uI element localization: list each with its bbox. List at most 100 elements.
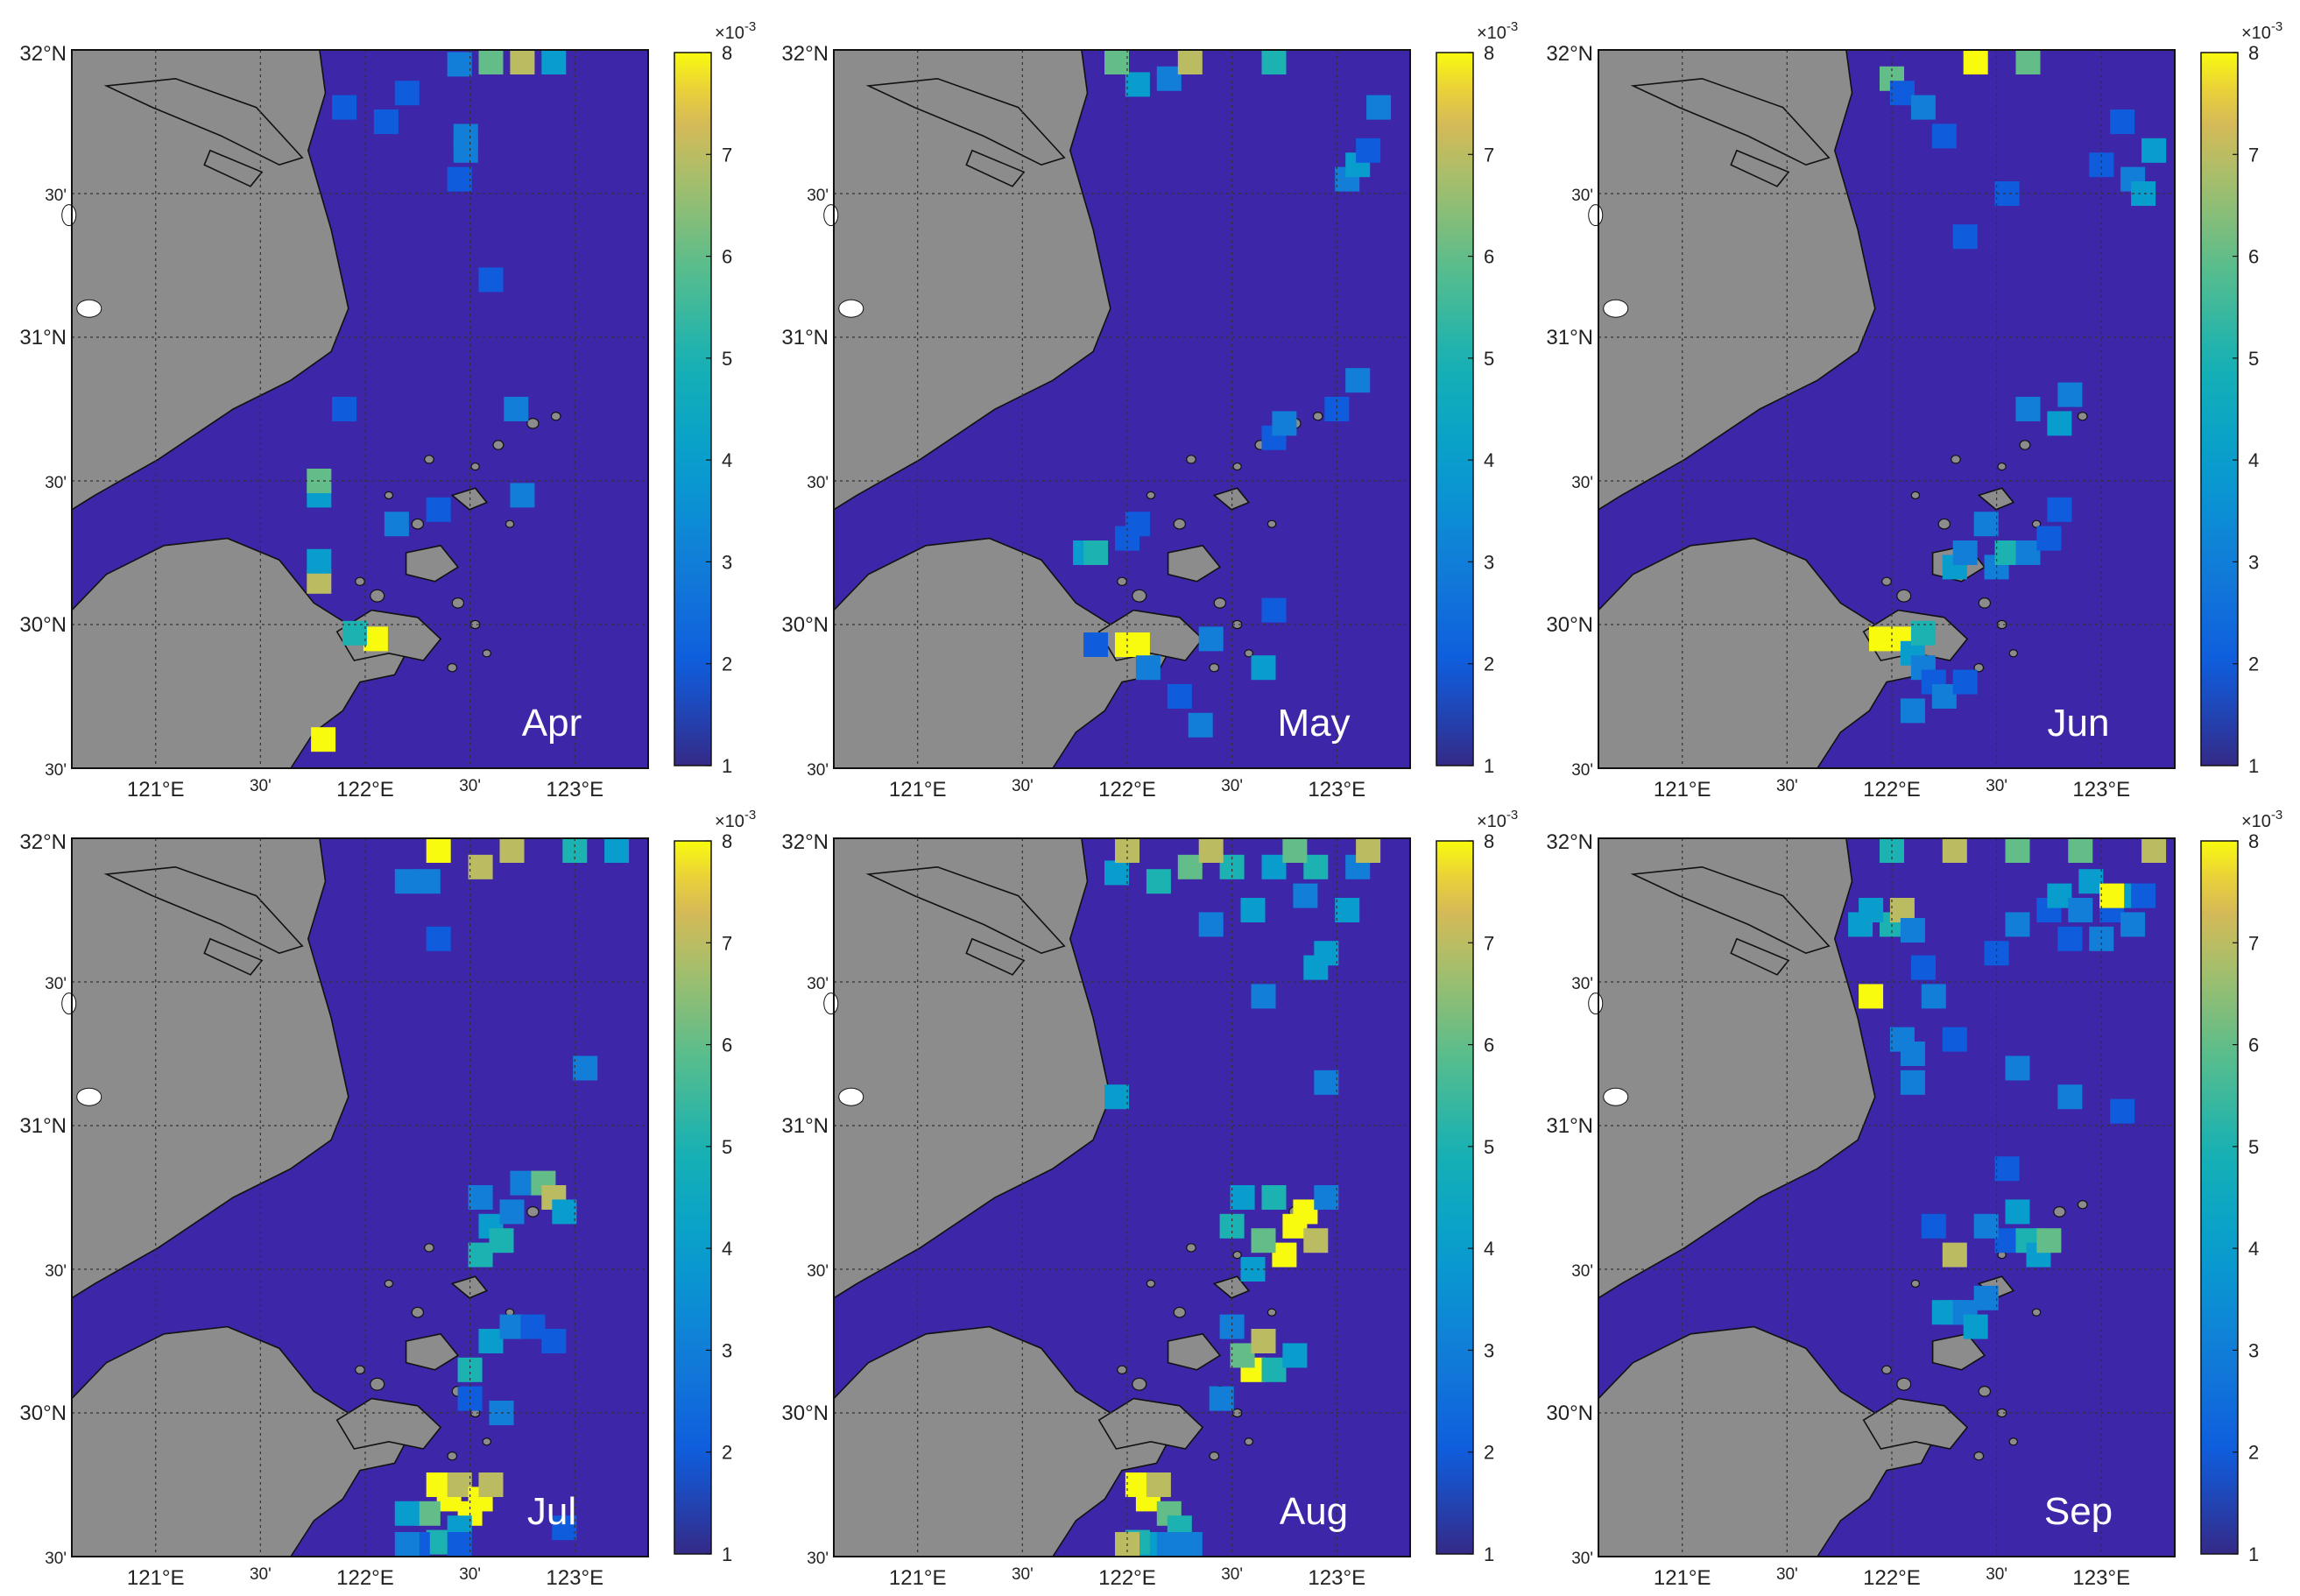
latitude-tick-label: 30'	[807, 474, 829, 492]
longitude-tick-label: 30'	[1221, 777, 1243, 795]
latitude-tick-label: 32°N	[19, 42, 67, 66]
colorbar-gradient	[1436, 52, 1474, 766]
hotspot-cell	[1156, 1532, 1182, 1557]
latitude-tick-label: 30'	[807, 1262, 829, 1281]
colorbar-tick-label: 3	[1484, 551, 1494, 573]
colorbar-tick-label: 7	[722, 144, 732, 166]
hotspot-cell	[394, 1532, 420, 1557]
small-island	[1266, 519, 1277, 528]
colorbar-tick-label: 5	[2248, 348, 2259, 370]
hotspot-cell	[1293, 883, 1318, 908]
small-island	[470, 462, 480, 471]
hotspot-cell	[363, 626, 388, 652]
colorbar-tick-label: 2	[722, 1442, 732, 1464]
hotspot-cell	[1230, 1185, 1255, 1210]
small-island	[1937, 518, 1951, 530]
hotspot-cell	[2005, 1199, 2030, 1225]
hotspot-cell	[510, 50, 535, 74]
map-panel-aug: 32°N30'31°N30'30°N30'121°E 30' 122°E 30' 123…	[781, 808, 1518, 1590]
longitude-tick-label: 122°E	[336, 1566, 394, 1590]
hotspot-cell	[1942, 838, 1967, 863]
latitude-tick-label: 30'	[807, 1550, 829, 1568]
colorbar-tick-label: 1	[1484, 755, 1494, 777]
longitude-tick-label: 30'	[1776, 1565, 1798, 1584]
longitude-tick-label: 30'	[250, 1565, 272, 1584]
hotspot-cell	[2131, 883, 2156, 908]
archipelago-island	[1097, 1397, 1204, 1450]
hotspot-cell	[1900, 698, 1925, 724]
hotspot-cell	[332, 95, 357, 120]
colorbar-tick-label: 2	[1484, 653, 1494, 675]
archipelago-island	[405, 1332, 460, 1371]
map-panel-may: 32°N30'31°N30'30°N30'121°E 30' 122°E 30' 123…	[781, 19, 1518, 802]
latitude-tick-label: 31°N	[19, 326, 67, 350]
colorbar-tick-label: 4	[1484, 1238, 1494, 1260]
small-island	[1910, 1279, 1921, 1289]
longitude-tick-label: 121°E	[127, 1566, 185, 1590]
hotspot-cell	[520, 1314, 546, 1339]
hotspot-cell	[1104, 1084, 1129, 1110]
colorbar-exponent-label: ×10-3	[2241, 808, 2282, 831]
hotspot-cell	[2005, 912, 2030, 937]
colorbar-gradient	[674, 52, 712, 766]
colorbar-exponent-label: ×10-3	[715, 808, 756, 831]
colorbar-exponent-label: ×10-3	[1477, 19, 1518, 43]
small-island	[1209, 663, 1220, 673]
colorbar-tick-label: 1	[722, 755, 732, 777]
hotspot-cell	[489, 1228, 514, 1253]
colorbar-tick-label: 5	[1484, 348, 1494, 370]
small-island	[447, 1451, 458, 1461]
hotspot-cell	[1314, 941, 1339, 966]
small-island	[2031, 519, 2042, 528]
hotspot-cell	[1869, 626, 1894, 652]
hotspot-cell	[447, 52, 472, 77]
hotspot-cell	[2068, 838, 2093, 863]
small-island	[1244, 649, 1253, 658]
small-island	[2077, 1200, 2088, 1210]
colorbar-tick-label: 8	[2248, 830, 2259, 852]
small-island	[1896, 589, 1912, 603]
hotspot-cell	[426, 838, 451, 863]
small-island	[2077, 412, 2088, 421]
small-island	[1213, 597, 1227, 609]
hotspot-cell	[478, 1329, 504, 1353]
small-island	[504, 519, 515, 528]
colorbar: 8 7 6 5 4 3 2 1 ×10-3	[1436, 19, 1518, 777]
latitude-tick-label: 30'	[45, 975, 67, 993]
map-frame	[833, 837, 1411, 1557]
hotspot-cell	[311, 727, 336, 752]
hotspot-cell	[541, 50, 567, 74]
hotspot-cell	[499, 1199, 525, 1225]
hotspot-cell	[415, 869, 441, 894]
latitude-tick-label: 31°N	[1546, 326, 1593, 350]
hotspot-cell	[604, 838, 630, 863]
archipelago-island	[335, 1397, 442, 1450]
small-island	[1896, 1377, 1912, 1391]
small-island	[1997, 462, 2007, 471]
latitude-tick-label: 30'	[807, 761, 829, 780]
small-island	[526, 1206, 540, 1218]
lake	[76, 1087, 102, 1106]
small-island	[526, 418, 540, 429]
hotspot-cell	[307, 548, 332, 574]
colorbar-tick-label: 2	[2248, 1442, 2259, 1464]
colorbar-tick-label: 7	[2248, 932, 2259, 954]
latitude-tick-label: 30'	[45, 474, 67, 492]
longitude-tick-label: 122°E	[1098, 778, 1156, 802]
small-island	[1312, 412, 1323, 421]
river-island	[965, 149, 1026, 187]
hotspot-cell	[1921, 1213, 1946, 1239]
longitude-tick-label: 30'	[250, 777, 272, 795]
latitude-tick-label: 32°N	[1546, 830, 1593, 854]
hotspot-cell	[394, 81, 420, 106]
latitude-tick-label: 30'	[45, 1262, 67, 1281]
latitude-tick-label: 31°N	[781, 326, 829, 350]
river-island	[1730, 149, 1790, 187]
colorbar: 8 7 6 5 4 3 2 1 ×10-3	[1436, 808, 1518, 1565]
colorbar-tick-label: 5	[722, 1136, 732, 1158]
hotspot-cell	[1952, 540, 1978, 565]
hotspot-cell	[1104, 860, 1129, 886]
hotspot-cell	[541, 1329, 567, 1353]
colorbar-gradient	[674, 840, 712, 1555]
